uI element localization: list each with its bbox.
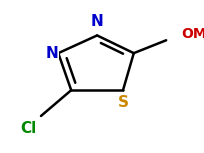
Text: N: N xyxy=(90,14,103,29)
Text: N: N xyxy=(45,46,58,61)
Text: S: S xyxy=(117,95,128,110)
Text: Cl: Cl xyxy=(20,121,36,136)
Text: OMe: OMe xyxy=(180,27,204,41)
